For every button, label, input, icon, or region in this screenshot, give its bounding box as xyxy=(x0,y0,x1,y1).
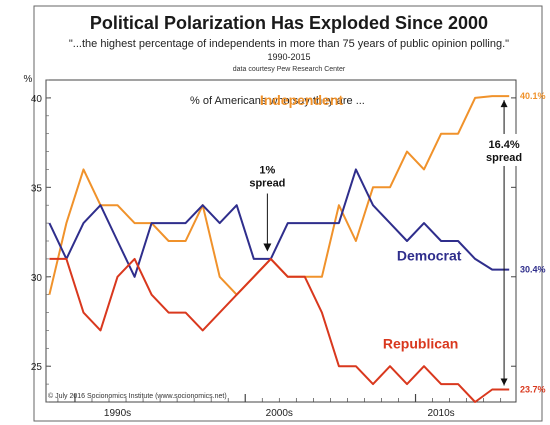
series-label-independent: Independent xyxy=(260,92,344,108)
y-tick-label: 40 xyxy=(31,94,43,105)
chart-frame xyxy=(33,5,543,422)
x-tick-label: 1990s xyxy=(104,408,131,419)
chart-title: Political Polarization Has Exploded Sinc… xyxy=(90,13,488,33)
series-labels: Independent 40.1% Democrat 30.4% Republican 2… xyxy=(260,91,546,394)
end-value-independent: 40.1% xyxy=(520,91,546,101)
spread-arrowhead-top xyxy=(500,100,508,108)
x-tick-label: 2000s xyxy=(266,408,293,419)
copyright: © July 2016 Socionomics Institute (www.s… xyxy=(48,392,227,400)
x-tick-label: 2010s xyxy=(427,408,454,419)
annotation-arrowhead xyxy=(263,243,272,252)
series-label-democrat: Democrat xyxy=(397,248,462,264)
series-line-democrat xyxy=(48,168,510,278)
y-tick-label: 30 xyxy=(31,273,43,284)
spread-label: 16.4% xyxy=(488,139,519,151)
spread-label-bg xyxy=(482,133,527,166)
data-source: data courtesy Pew Research Center xyxy=(233,66,346,73)
legend-text: % of Americans who say they are ... xyxy=(190,95,365,107)
chart-subtitle: "...the highest percentage of independen… xyxy=(69,38,509,50)
end-value-republican: 23.7% xyxy=(520,384,546,394)
y-tick-label: 35 xyxy=(31,183,43,194)
spread-label: spread xyxy=(486,152,522,164)
series-label-republican: Republican xyxy=(383,335,458,351)
y-tick-label: 25 xyxy=(31,362,43,373)
end-value-democrat: 30.4% xyxy=(520,265,546,275)
series-lines xyxy=(48,95,510,403)
series-line-republican xyxy=(49,257,510,403)
annotation-label: 1% xyxy=(259,165,275,177)
y-axis-label: % xyxy=(24,74,33,85)
axes: 25 30 35 40 1990s 2000s 2010s xyxy=(31,79,517,419)
date-range: 1990-2015 xyxy=(267,52,310,62)
annotation-label: spread xyxy=(249,178,285,190)
spread-arrowhead-bottom xyxy=(500,378,508,386)
